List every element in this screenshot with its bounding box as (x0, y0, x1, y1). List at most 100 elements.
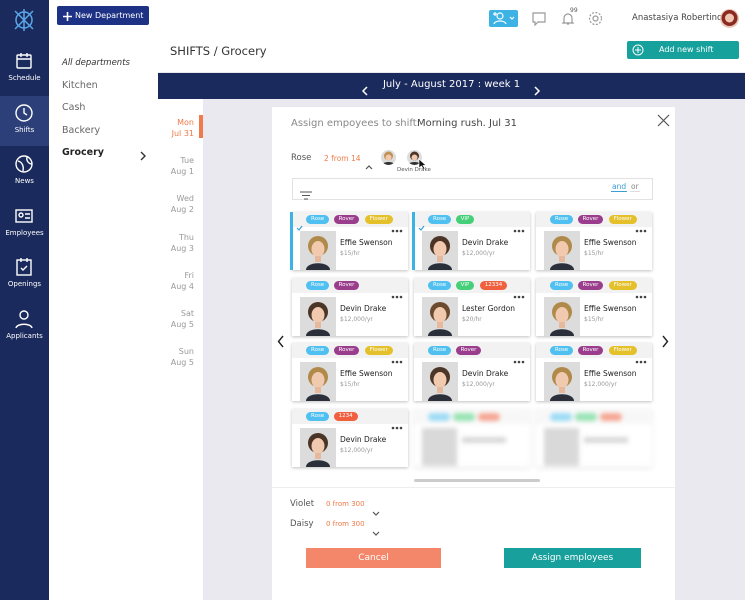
day-date[interactable]: Aug 1 (170, 167, 194, 177)
department-item[interactable]: Grocery (62, 146, 104, 158)
tag: Rose (428, 280, 452, 290)
settings-icon[interactable] (588, 11, 603, 26)
employee-card[interactable]: Rose 1234 Devin Drake $12,000/yr (292, 408, 408, 467)
departments-title: All departments (62, 58, 130, 68)
new-department-button[interactable]: New Department (57, 6, 149, 25)
close-button[interactable] (657, 112, 670, 127)
employee-name: Devin Drake (340, 434, 387, 444)
employee-card[interactable]: Rose VIP 12334 Lester Gordon $20/hr (414, 277, 530, 336)
modal-title: Assign empoyees to shift: (291, 118, 421, 129)
nav-label: Employees (5, 228, 44, 237)
prev-week[interactable] (361, 81, 369, 96)
group-name[interactable]: Violet (290, 499, 315, 509)
employee-card[interactable]: Rose Rover Flower Effie Swenson $15/hr (292, 343, 408, 401)
nav-item[interactable]: Applicants (0, 302, 49, 352)
department-item[interactable]: Kitchen (62, 80, 98, 91)
next-page[interactable] (661, 333, 669, 348)
employee-name: Effie Swenson (584, 238, 637, 247)
expand-icon[interactable] (372, 502, 380, 516)
tag-placeholder (550, 412, 572, 421)
expand-icon[interactable] (372, 522, 380, 536)
top-header (158, 0, 745, 72)
day-date[interactable]: Aug 5 (170, 358, 194, 368)
nav-item[interactable]: News (0, 147, 49, 197)
day-date[interactable]: Aug 3 (170, 243, 194, 253)
employee-card[interactable]: Rose Rover Flower Effie Swenson $15/hr (536, 277, 652, 336)
more-button[interactable] (391, 415, 403, 429)
employee-photo (300, 296, 336, 336)
day-date[interactable]: Jul 31 (171, 129, 194, 138)
selected-avatar[interactable] (407, 150, 422, 165)
logo[interactable] (12, 8, 36, 32)
bell-icon[interactable] (561, 11, 575, 26)
employee-card[interactable]: Rose Rover Flower Effie Swenson $15/hr (290, 212, 408, 270)
group-name[interactable]: Daisy (290, 519, 314, 529)
collapse-icon[interactable] (365, 155, 373, 170)
day-name[interactable]: Mon (177, 118, 194, 127)
more-button[interactable] (513, 218, 525, 233)
filter-and[interactable]: and (611, 182, 628, 192)
nav-item[interactable]: Shifts (0, 95, 49, 146)
more-button[interactable] (635, 349, 647, 364)
more-button[interactable] (391, 284, 403, 298)
group-name[interactable]: Rose (291, 153, 312, 163)
prev-page[interactable] (277, 333, 285, 348)
employee-pay: $15/hr (340, 250, 360, 257)
employee-photo (544, 231, 580, 270)
more-button[interactable] (391, 349, 403, 364)
day-name[interactable]: Wed (176, 194, 194, 204)
day-name[interactable]: Tue (180, 156, 194, 166)
employee-name: Lester Gordon (462, 303, 516, 313)
week-bar: July - August 2017 : week 1 (158, 73, 745, 99)
tag: Rover (577, 215, 604, 224)
user-avatar[interactable] (720, 9, 739, 28)
day-name[interactable]: Thu (178, 232, 194, 242)
selected-avatar[interactable] (381, 150, 396, 165)
more-button[interactable] (635, 218, 647, 233)
nav-item[interactable]: Openings (0, 250, 49, 300)
button-label: New Department (75, 11, 144, 20)
department-item[interactable]: Cash (62, 102, 86, 114)
filter-or[interactable]: or (630, 182, 640, 192)
more-button[interactable] (513, 284, 525, 298)
assign-button[interactable]: Assign employees (504, 548, 641, 568)
tag: Rose (306, 411, 330, 421)
tag: Rose (550, 346, 574, 355)
tag: Rose (428, 346, 452, 355)
scrollbar[interactable] (414, 479, 540, 482)
employee-card[interactable]: Rose Rover Devin Drake $12,000/yr (292, 277, 408, 336)
user-name[interactable]: Anastasiya Robertino (632, 13, 723, 23)
active-day-marker (199, 115, 203, 138)
department-item[interactable]: Backery (62, 124, 101, 136)
nav-item[interactable]: Schedule (0, 44, 49, 94)
day-date[interactable]: Aug 5 (170, 320, 194, 329)
more-button[interactable] (391, 218, 403, 233)
filter-box[interactable]: and or (292, 178, 653, 200)
day-name[interactable]: Sat (180, 309, 194, 318)
more-button[interactable] (513, 349, 525, 364)
cancel-button[interactable]: Cancel (306, 548, 441, 568)
selected-marker (290, 212, 293, 270)
tag: VIP (455, 280, 475, 290)
day-name[interactable]: Fri (184, 270, 194, 280)
cursor (418, 155, 427, 170)
tag: Flower (364, 346, 393, 355)
add-shift-button[interactable]: Add new shift (627, 41, 739, 59)
notification-badge: 99 (570, 7, 578, 14)
messages-icon[interactable] (531, 11, 547, 27)
nav-item[interactable]: Employees (0, 199, 49, 249)
add-user-button[interactable] (489, 10, 518, 27)
day-date[interactable]: Aug 2 (170, 205, 194, 215)
chevron (139, 147, 147, 161)
employee-card[interactable]: Rose Rover Flower Effie Swenson $15/hr (536, 212, 652, 270)
employee-card[interactable]: Rose Rover Devin Drake $12,000/yr (414, 343, 530, 401)
employee-pay: $12,000/yr (462, 250, 495, 257)
more-button[interactable] (635, 284, 647, 298)
next-week[interactable] (533, 81, 541, 96)
employee-card[interactable]: Rose VIP Devin Drake $12,000/yr (412, 212, 530, 270)
day-date[interactable]: Aug 4 (170, 281, 194, 291)
employee-card[interactable]: Rose Rover Flower Effie Swenson $12,000/yr (536, 343, 652, 401)
tag: Flower (608, 346, 637, 355)
nav-label: Openings (7, 280, 42, 288)
day-name[interactable]: Sun (178, 347, 194, 357)
